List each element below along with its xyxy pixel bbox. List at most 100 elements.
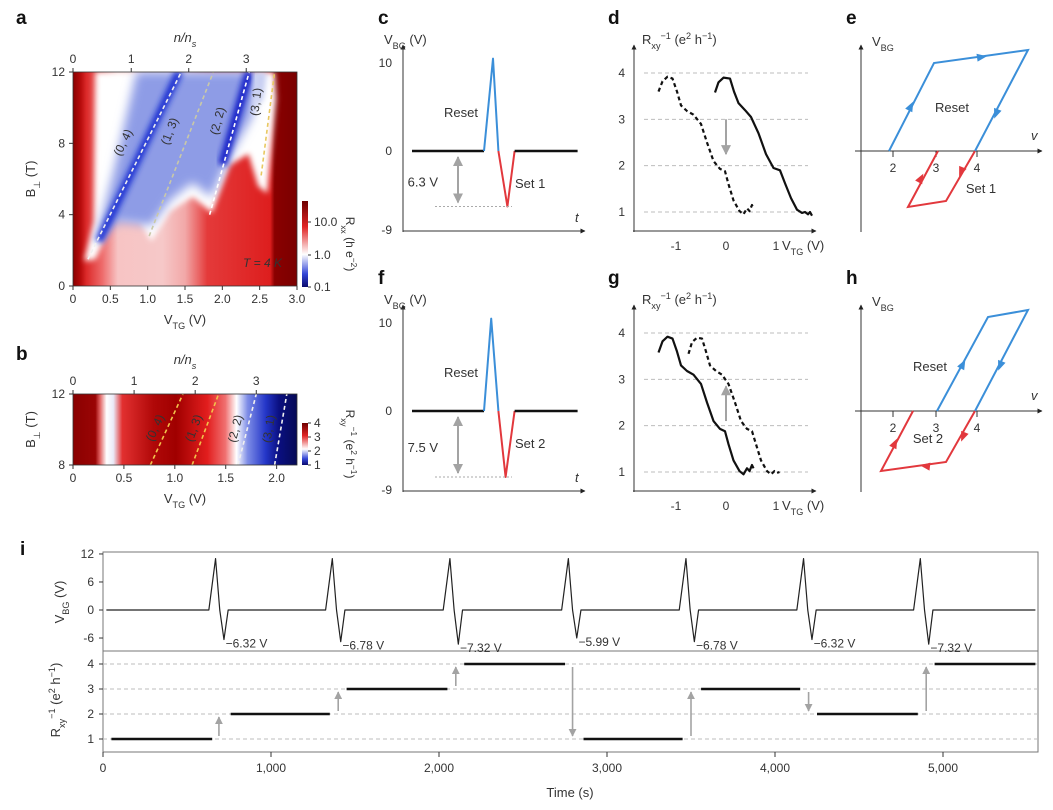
x-tick-label: 1.5 (177, 292, 194, 306)
top-tick-label: 3 (243, 52, 250, 66)
dashed-curve (687, 336, 780, 476)
x-tick-label: -1 (671, 499, 682, 513)
y-tick-label: 4 (618, 326, 625, 340)
colorbar-label: Rxy−1 (e2 h−1) (339, 410, 359, 479)
heatmap-b (73, 394, 297, 465)
reset-label: Reset (935, 100, 969, 115)
fan-line (149, 394, 184, 465)
x-tick-label: 3,000 (592, 761, 622, 775)
panel-label-h: h (846, 268, 858, 289)
top-tick-label: 1 (128, 52, 135, 66)
panel-label-g: g (608, 268, 620, 289)
fan-line (148, 72, 215, 237)
fan-line (191, 394, 220, 465)
reset-label: Reset (444, 365, 478, 380)
pulse-min-label: −7.32 V (460, 641, 502, 655)
y-axis-label: VBG (V) (384, 292, 427, 311)
fan-label: (3, 1) (247, 87, 264, 117)
panel-label-b: b (16, 344, 28, 365)
heatmap-a (73, 72, 297, 286)
direction-arrow-icon (889, 438, 898, 450)
fan-line (237, 394, 258, 465)
fan-line (273, 394, 288, 465)
y-tick-label: 2 (87, 707, 94, 721)
heatmap-background (73, 394, 297, 465)
fan-line (208, 72, 250, 215)
v-axis-label: v (1031, 128, 1039, 143)
x-axis-label: Time (s) (546, 785, 593, 800)
y-tick-label: 3 (618, 112, 625, 126)
fan-label: (2, 2) (225, 413, 246, 444)
pulse-min-label: −6.78 V (696, 639, 738, 653)
solid-curve (657, 335, 755, 476)
x-axis-label: t (575, 210, 580, 225)
fan-label: (3, 1) (259, 414, 278, 444)
y-tick-label: 1 (618, 465, 625, 479)
y-axis-label: Rxy−1 (e2 h−1) (642, 31, 717, 51)
y-tick-label: -9 (381, 223, 392, 237)
y-tick-label: 10 (379, 316, 393, 330)
y-tick-label: 6 (87, 575, 94, 589)
pulse-min-label: −6.32 V (226, 637, 268, 651)
heatmap-blue-region (95, 72, 256, 244)
heatmap-light-blue-patch (253, 72, 268, 108)
y-axis-label: VBG (872, 294, 894, 313)
top-axis-label: n/ns (174, 30, 197, 49)
top-tick-label: 0 (70, 52, 77, 66)
y-tick-label: 2 (618, 419, 625, 433)
x-axis-label: VTG (V) (782, 238, 824, 257)
y-tick-label: 12 (81, 547, 95, 561)
y-tick-label: 0 (385, 144, 392, 158)
y-tick-label: 4 (58, 208, 65, 222)
set-label: Set 1 (966, 181, 996, 196)
panel-label-a: a (16, 8, 27, 29)
x-axis-label: VTG (V) (782, 498, 824, 517)
set-label: Set 2 (515, 436, 545, 451)
y-tick-label: 1 (618, 205, 625, 219)
reset-label: Reset (913, 359, 947, 374)
reset-loop (936, 308, 1030, 412)
top-tick-label: 2 (185, 52, 192, 66)
set-pulse (497, 150, 516, 208)
pulse-min-label: −5.99 V (578, 635, 620, 649)
panel-label-d: d (608, 8, 620, 29)
gate-voltage-trace (106, 558, 1036, 645)
plot-frame (102, 551, 1039, 753)
y-tick-label: 12 (52, 387, 66, 401)
top-tick-label: 0 (70, 374, 77, 388)
x-axis-label: t (575, 470, 580, 485)
pulse-min-label: −6.78 V (342, 639, 384, 653)
x-tick-label: 1.0 (166, 471, 183, 485)
x-tick-label: 4,000 (760, 761, 790, 775)
y-axis-label: Rxy−1 (e2 h−1) (47, 663, 67, 738)
y-tick-label: 4 (87, 657, 94, 671)
y-tick-label: 1 (87, 732, 94, 746)
set-label: Set 2 (913, 431, 943, 446)
y-tick-label: 3 (618, 372, 625, 386)
direction-arrow-icon (961, 430, 969, 442)
x-tick-label: 0 (723, 499, 730, 513)
y-axis-label: VBG (V) (52, 581, 71, 624)
colorbar-tick-label: 1 (314, 458, 321, 472)
figure-content: (0, 4) (1, 3) (2, 2)(3, 1)0 0.5 1.0 1.5 2.0 2.5… (23, 30, 1043, 800)
temperature-annotation: T = 4 K (243, 256, 283, 270)
colorbar-tick-label: 1.0 (314, 248, 331, 262)
set-loop (906, 150, 976, 209)
y-tick-label: 2 (618, 159, 625, 173)
direction-arrow-icon (905, 101, 914, 113)
y-tick-label: 8 (58, 136, 65, 150)
colorbar (302, 201, 308, 287)
direction-arrow-icon (994, 107, 1002, 119)
v-axis-label: v (1031, 388, 1039, 403)
amplitude-label: 6.3 V (408, 175, 439, 190)
panel-label-e: e (846, 8, 857, 29)
v-tick-label: 4 (974, 161, 981, 175)
y-tick-label: 0 (385, 404, 392, 418)
amplitude-label: 7.5 V (408, 440, 439, 455)
colorbar-tick-label: 2 (314, 444, 321, 458)
x-tick-label: 0.5 (102, 292, 119, 306)
x-tick-label: 1,000 (256, 761, 286, 775)
y-tick-label: 0 (58, 279, 65, 293)
top-tick-label: 2 (192, 374, 199, 388)
